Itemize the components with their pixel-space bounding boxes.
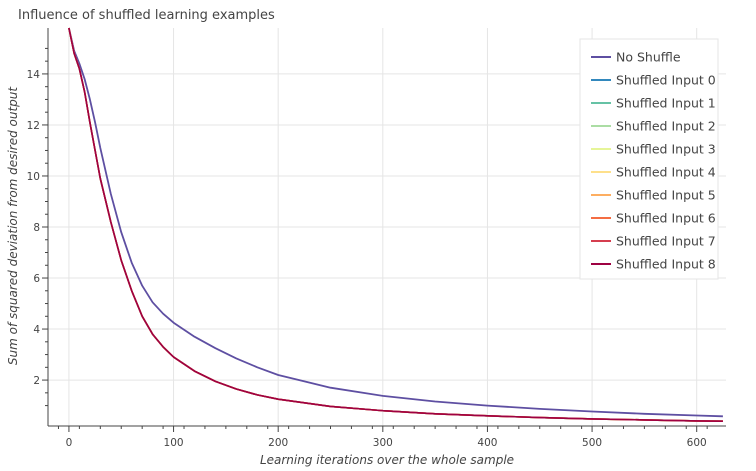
- y-tick-label: 4: [33, 324, 40, 336]
- legend-label: Shuffled Input 5: [616, 188, 716, 203]
- legend-label: Shuffled Input 8: [616, 257, 716, 272]
- x-tick-label: 100: [164, 437, 184, 449]
- y-tick-label: 14: [27, 69, 41, 81]
- x-tick-label: 0: [66, 437, 73, 449]
- chart-title: Influence of shuffled learning examples: [18, 8, 275, 23]
- legend-label: No Shuffle: [616, 50, 681, 65]
- x-tick-label: 400: [477, 437, 497, 449]
- legend-label: Shuffled Input 7: [616, 234, 716, 249]
- legend-label: Shuffled Input 2: [616, 119, 716, 134]
- series-lines: [68, 27, 723, 422]
- x-tick-label: 200: [268, 437, 288, 449]
- x-tick-label: 600: [687, 437, 707, 449]
- y-tick-label: 8: [33, 222, 40, 234]
- y-tick-label: 2: [33, 375, 40, 387]
- legend-label: Shuffled Input 1: [616, 96, 716, 111]
- x-tick-label: 500: [582, 437, 602, 449]
- legend: No Shuffle Shuffled Input 0 Shuffled Input…: [579, 38, 719, 280]
- y-axis-label: Sum of squared deviation from desired ou…: [6, 86, 20, 365]
- x-tick-label: 300: [373, 437, 393, 449]
- legend-label: Shuffled Input 6: [616, 211, 716, 226]
- legend-label: Shuffled Input 0: [616, 73, 716, 88]
- x-axis-label: Learning iterations over the whole sampl…: [260, 453, 514, 467]
- legend-label: Shuffled Input 3: [616, 142, 716, 157]
- legend-label: Shuffled Input 4: [616, 165, 716, 180]
- y-tick-label: 10: [27, 171, 40, 183]
- series-line: [68, 27, 723, 418]
- y-tick-label: 6: [33, 273, 40, 285]
- y-tick-label: 12: [27, 120, 40, 132]
- axes: 0 100 200 300 400 500 600 2 4 6 8 10 12 14: [27, 28, 726, 449]
- series-line: [68, 27, 723, 422]
